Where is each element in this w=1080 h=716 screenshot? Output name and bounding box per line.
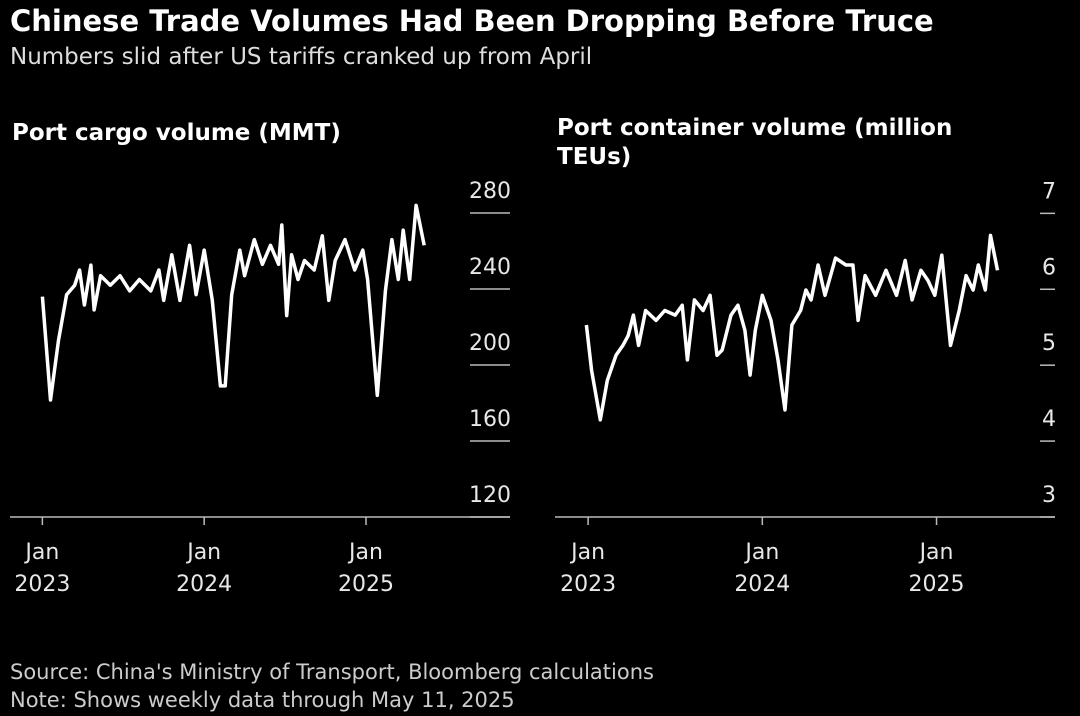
y-tick-label: 280	[469, 179, 511, 204]
note: Note: Shows weekly data through May 11, …	[10, 688, 515, 712]
x-tick-label: Jan 2025	[338, 540, 394, 597]
y-tick-label: 160	[469, 407, 511, 432]
title: Chinese Trade Volumes Had Been Dropping …	[10, 4, 934, 38]
x-tick-label-line: Jan	[743, 540, 779, 565]
x-tick-label: Jan 2023	[14, 540, 70, 597]
x-tick-label-line: Jan	[347, 540, 383, 565]
line	[40, 203, 426, 402]
x-tick-label-line: 2025	[909, 572, 965, 597]
y-tick-label: 3	[1042, 483, 1056, 508]
line	[584, 233, 1000, 422]
panel-title: Port container volume (million TEUs)	[557, 115, 953, 170]
y-tick-label: 7	[1042, 179, 1056, 204]
source: Source: China's Ministry of Transport, B…	[10, 660, 654, 684]
y-tick-label: 5	[1042, 331, 1056, 356]
x-tick-label-line: Jan	[185, 540, 221, 565]
x-tick-label: Jan 2024	[176, 540, 232, 597]
subtitle: Numbers slid after US tariffs cranked up…	[10, 44, 593, 70]
x-tick-label-line: 2023	[560, 572, 616, 597]
x-tick-label: Jan 2023	[560, 540, 616, 597]
y-tick-label: 200	[469, 331, 511, 356]
panel-title: Port cargo volume (MMT)	[12, 120, 341, 146]
y-tick-label: 4	[1042, 407, 1056, 432]
x-tick-label-line: 2023	[14, 572, 70, 597]
x-tick-label: Jan 2025	[909, 540, 965, 597]
x-tick-label: Jan 2024	[734, 540, 790, 597]
x-tick-label-line: Jan	[23, 540, 59, 565]
x-tick-label-line: Jan	[569, 540, 605, 565]
x-tick-label-line: Jan	[918, 540, 954, 565]
y-tick-label: 120	[469, 483, 511, 508]
y-tick-label: 6	[1042, 255, 1056, 280]
y-tick-label: 240	[469, 255, 511, 280]
x-tick-label-line: 2025	[338, 572, 394, 597]
x-tick-label-line: 2024	[734, 572, 790, 597]
x-tick-label-line: 2024	[176, 572, 232, 597]
